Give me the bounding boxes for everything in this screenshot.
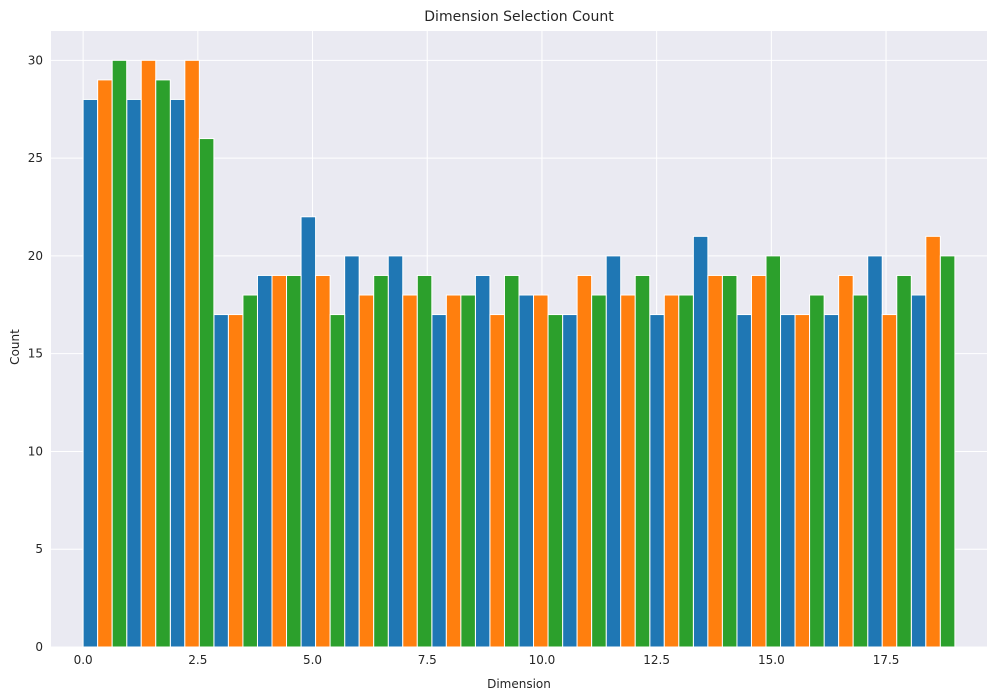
bar-series-3 [765, 255, 782, 648]
bar-series-3 [939, 255, 956, 648]
bar-series-1 [867, 255, 883, 648]
y-tick-labels: 0 5 10 15 20 25 30 [28, 53, 43, 654]
bar-series-1 [82, 98, 99, 648]
bar-series-2 [271, 274, 288, 648]
bar-series-3 [286, 274, 302, 648]
x-axis-label: Dimension [487, 677, 551, 691]
bar-series-2 [533, 294, 549, 648]
x-tick-label: 0.0 [74, 653, 93, 667]
x-tick-label: 17.5 [873, 653, 900, 667]
bar-series-2 [750, 274, 767, 648]
bar-series-3 [634, 274, 651, 648]
x-tick-label: 5.0 [303, 653, 322, 667]
bars [82, 59, 956, 648]
bar-series-3 [547, 314, 564, 648]
bar-series-2 [881, 314, 898, 648]
bar-series-3 [678, 294, 694, 648]
bar-series-1 [562, 314, 578, 648]
bar-series-1 [736, 314, 752, 648]
bar-series-2 [140, 59, 157, 648]
y-tick-label: 30 [28, 53, 43, 67]
bar-series-1 [344, 255, 360, 648]
bar-series-1 [431, 314, 447, 648]
bar-series-1 [387, 255, 404, 648]
x-tick-label: 15.0 [758, 653, 785, 667]
bar-series-3 [591, 294, 607, 648]
bar-series-3 [373, 274, 389, 648]
bar-series-1 [649, 314, 665, 648]
bar-series-1 [300, 216, 317, 648]
bar-series-1 [910, 294, 927, 648]
bar-series-3 [111, 59, 128, 648]
y-tick-label: 10 [28, 444, 43, 458]
bar-series-2 [184, 59, 200, 648]
bar-series-2 [838, 274, 854, 648]
y-tick-label: 0 [35, 640, 43, 654]
bar-series-3 [852, 294, 869, 648]
bar-series-2 [794, 314, 811, 648]
y-tick-label: 5 [35, 542, 43, 556]
bar-series-2 [315, 274, 331, 648]
bar-series-2 [663, 294, 680, 648]
bar-series-3 [155, 79, 171, 648]
bar-series-2 [489, 314, 505, 648]
y-tick-label: 20 [28, 249, 43, 263]
bar-series-3 [503, 274, 520, 648]
bar-series-1 [256, 274, 273, 648]
bar-series-3 [460, 294, 476, 648]
bar-series-3 [198, 138, 215, 648]
bar-series-1 [169, 98, 186, 648]
bar-series-2 [620, 294, 636, 648]
bar-series-1 [605, 255, 622, 648]
x-tick-label: 12.5 [643, 653, 670, 667]
x-tick-labels: 0.0 2.5 5.0 7.5 10.0 12.5 15.0 17.5 [74, 653, 900, 667]
bar-series-2 [97, 79, 113, 648]
bar-series-1 [518, 294, 535, 648]
bar-series-2 [707, 274, 723, 648]
bar-series-3 [809, 294, 825, 648]
bar-series-2 [358, 294, 375, 648]
bar-series-2 [402, 294, 418, 648]
y-tick-label: 15 [28, 347, 43, 361]
bar-series-1 [126, 98, 142, 648]
bar-series-3 [242, 294, 258, 648]
chart-title: Dimension Selection Count [424, 9, 614, 25]
bar-series-3 [416, 274, 433, 648]
x-tick-label: 2.5 [188, 653, 207, 667]
y-tick-label: 25 [28, 151, 43, 165]
bar-series-1 [692, 235, 709, 648]
bar-series-1 [780, 314, 796, 648]
bar-series-1 [823, 314, 840, 648]
y-axis-label: Count [8, 329, 22, 365]
bar-series-2 [925, 235, 941, 648]
bar-series-3 [329, 314, 346, 648]
bar-series-2 [576, 274, 593, 648]
bar-series-2 [445, 294, 462, 648]
x-tick-label: 7.5 [418, 653, 437, 667]
bar-series-1 [474, 274, 491, 648]
bar-series-1 [213, 314, 229, 648]
bar-series-3 [896, 274, 912, 648]
bar-series-3 [721, 274, 738, 648]
bar-series-2 [227, 314, 244, 648]
x-tick-label: 10.0 [529, 653, 556, 667]
